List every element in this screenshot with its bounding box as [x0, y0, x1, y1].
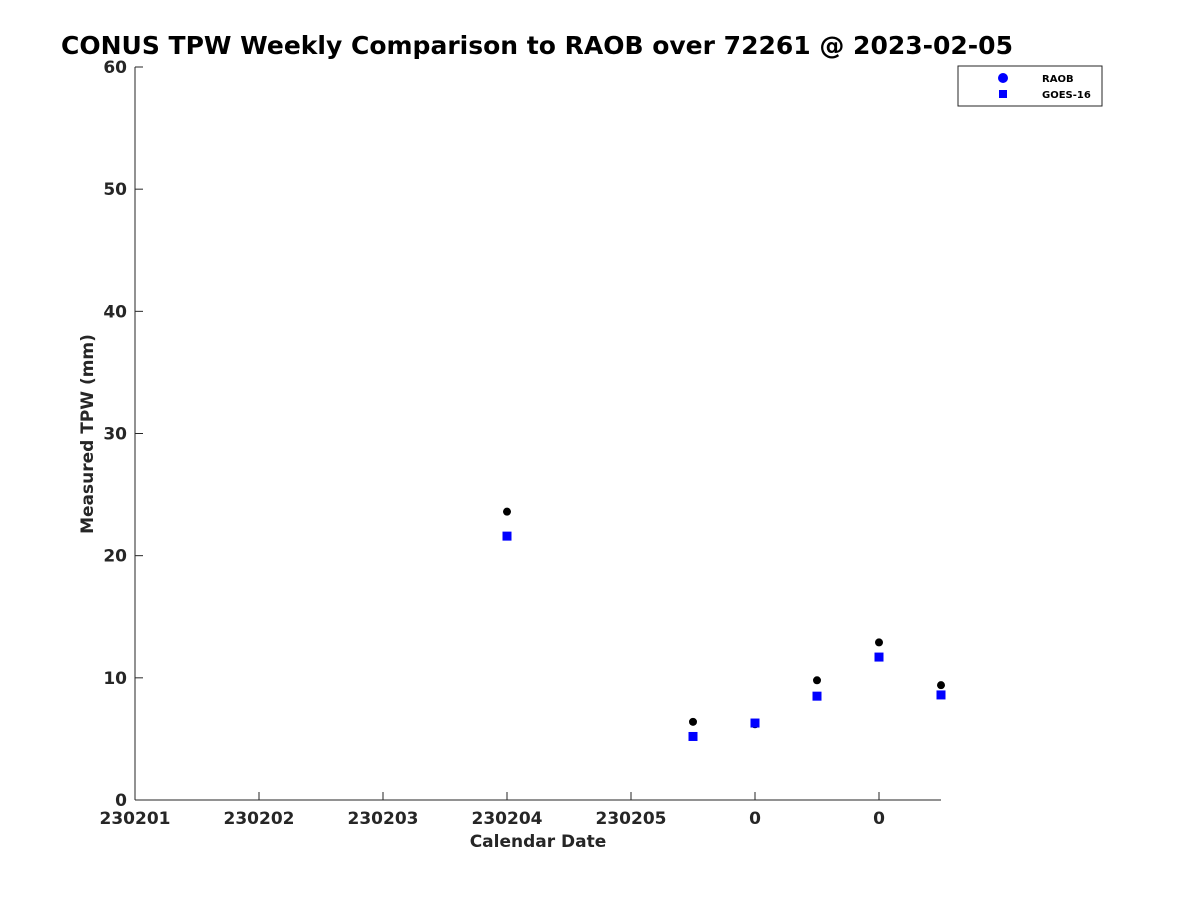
y-tick-label: 50: [103, 180, 127, 200]
legend-marker-raob: [998, 73, 1008, 83]
goes-16-point: [812, 691, 822, 701]
y-tick-label: 60: [103, 58, 127, 78]
x-tick-label: 230205: [596, 809, 667, 829]
raob-point: [503, 507, 511, 516]
legend-label-goes-16: GOES-16: [1042, 90, 1091, 101]
x-ticks: 230201 230202 230203 230204 230205 0 0: [100, 792, 885, 829]
legend-box: [957, 65, 1103, 107]
y-tick-label: 10: [103, 669, 127, 689]
y-tick-label: 0: [115, 791, 127, 811]
goes-16-point: [936, 690, 946, 700]
legend-marker-goes-16: [999, 90, 1007, 98]
x-tick-label: 230204: [472, 809, 543, 829]
goes-16-point: [688, 731, 698, 741]
x-tick-label: 230202: [224, 809, 295, 829]
x-tick-label: 230201: [100, 809, 171, 829]
legend: RAOB GOES-16: [957, 65, 1103, 107]
x-tick-label: 0: [749, 809, 761, 829]
raob-point: [689, 717, 697, 726]
y-tick-label: 30: [103, 425, 127, 445]
y-tick-label: 20: [103, 547, 127, 567]
raob-point: [875, 638, 883, 647]
goes-16-point: [750, 718, 760, 728]
series-layer: [502, 507, 946, 741]
x-axis-label: Calendar Date: [470, 832, 607, 852]
y-ticks: 0 10 20 30 40 50 60: [103, 58, 143, 811]
y-axis-label: Measured TPW (mm): [78, 334, 98, 534]
x-tick-label: 230203: [348, 809, 419, 829]
goes-16-point: [502, 531, 512, 541]
legend-label-raob: RAOB: [1042, 74, 1074, 85]
x-tick-label: 0: [873, 809, 885, 829]
goes-16-point: [874, 652, 884, 662]
raob-point: [813, 676, 821, 685]
y-tick-label: 40: [103, 302, 127, 322]
raob-point: [937, 681, 945, 690]
chart-title: CONUS TPW Weekly Comparison to RAOB over…: [61, 31, 1013, 60]
